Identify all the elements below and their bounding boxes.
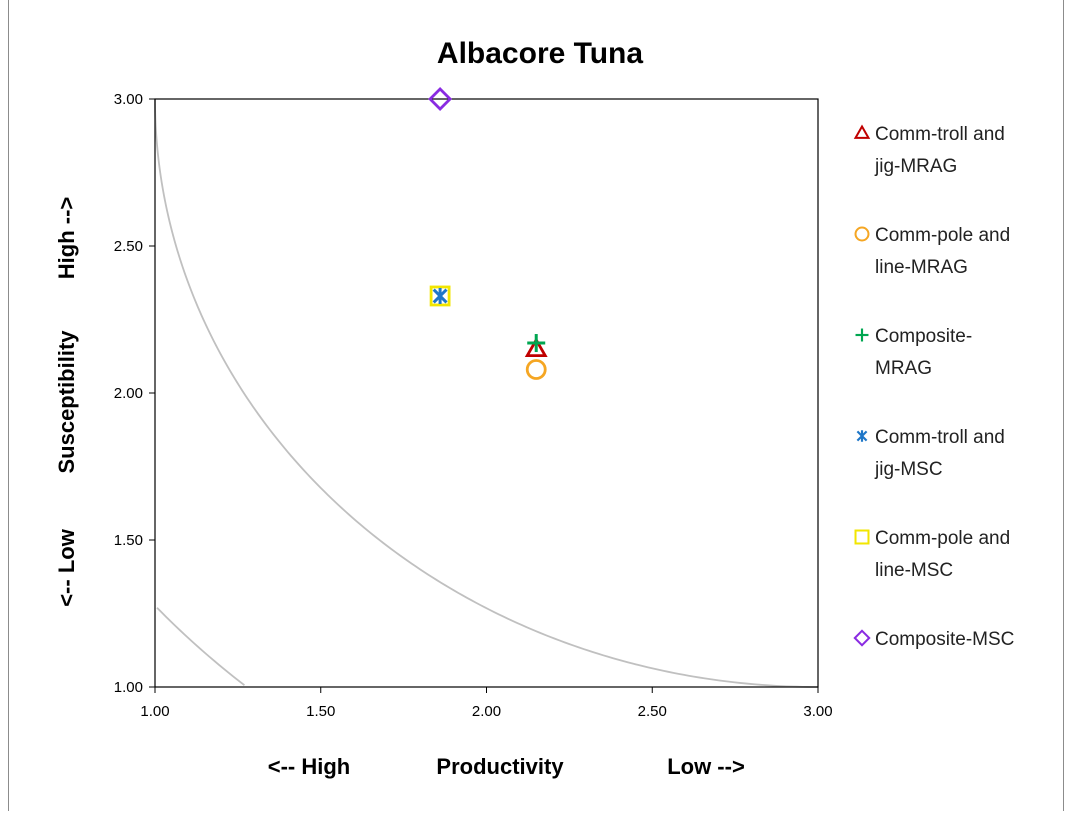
x-axis-label-left: <-- High <box>268 754 351 779</box>
legend-label: line-MRAG <box>875 257 968 278</box>
legend-label: Comm-pole and <box>875 225 1010 246</box>
legend-label: Comm-troll and <box>875 427 1005 448</box>
legend-entry: Comm-pole and line-MSC <box>854 528 1010 581</box>
legend-label: Composite-MSC <box>875 629 1014 650</box>
x-tick-label: 3.00 <box>803 703 832 720</box>
y-tick-label: 2.00 <box>114 385 143 402</box>
x-tick-label: 1.00 <box>140 703 169 720</box>
legend-label: Comm-troll and <box>875 124 1005 145</box>
y-tick-label: 3.00 <box>114 91 143 108</box>
data-point-triangle <box>524 337 548 358</box>
x-tick-label: 2.50 <box>638 703 667 720</box>
chart-frame <box>8 0 1064 811</box>
x-axis-label-right: Low --> <box>667 754 745 779</box>
legend-entry: Composite- MRAG <box>855 326 972 379</box>
reference-curve-2 <box>156 607 245 686</box>
chart-title: Albacore Tuna <box>437 37 643 70</box>
legend-entry: Comm-troll and jig-MSC <box>856 427 1005 480</box>
legend-label: line-MSC <box>875 560 953 581</box>
legend-label: jig-MSC <box>874 459 943 480</box>
legend-marker-plus <box>855 328 869 342</box>
legend-label: jig-MRAG <box>874 156 957 177</box>
y-tick-label: 2.50 <box>114 238 143 255</box>
legend: Comm-troll and jig-MRAG Comm-pole and line-… <box>853 124 1014 650</box>
legend-entry: Comm-troll and jig-MRAG <box>853 124 1005 177</box>
legend-entry: Composite-MSC <box>853 629 1014 650</box>
y-tick-label: 1.50 <box>114 532 143 549</box>
plot-area <box>154 98 819 688</box>
x-axis-label-center: Productivity <box>436 754 564 779</box>
legend-marker-triangle <box>853 124 871 139</box>
legend-label: Composite- <box>875 326 972 347</box>
data-point-plus <box>527 334 546 353</box>
legend-marker-asterisk <box>856 430 868 442</box>
axis-ticks: 1.00 1.50 2.00 2.50 3.00 1.00 1.50 2.00 2.50 3.00 <box>114 91 833 720</box>
legend-marker-square <box>854 529 870 545</box>
legend-label: MRAG <box>875 358 932 379</box>
legend-marker-circle <box>854 226 870 242</box>
y-axis-label-center: Susceptibility <box>54 330 79 474</box>
data-point-diamond <box>428 87 453 111</box>
legend-entry: Comm-pole and line-MRAG <box>854 225 1010 278</box>
reference-curve-1 <box>154 98 819 688</box>
reference-curves <box>154 98 819 688</box>
data-point-square <box>429 285 451 307</box>
legend-label: Comm-pole and <box>875 528 1010 549</box>
y-axis-label-low: <-- Low <box>54 528 79 606</box>
y-axis-label-high: High --> <box>54 197 79 280</box>
y-tick-label: 1.00 <box>114 679 143 696</box>
data-point-circle <box>525 359 547 380</box>
x-tick-label: 2.00 <box>472 703 501 720</box>
legend-marker-diamond <box>853 629 871 647</box>
x-tick-label: 1.50 <box>306 703 335 720</box>
data-point-asterisk <box>432 287 448 304</box>
data-points <box>428 87 548 380</box>
